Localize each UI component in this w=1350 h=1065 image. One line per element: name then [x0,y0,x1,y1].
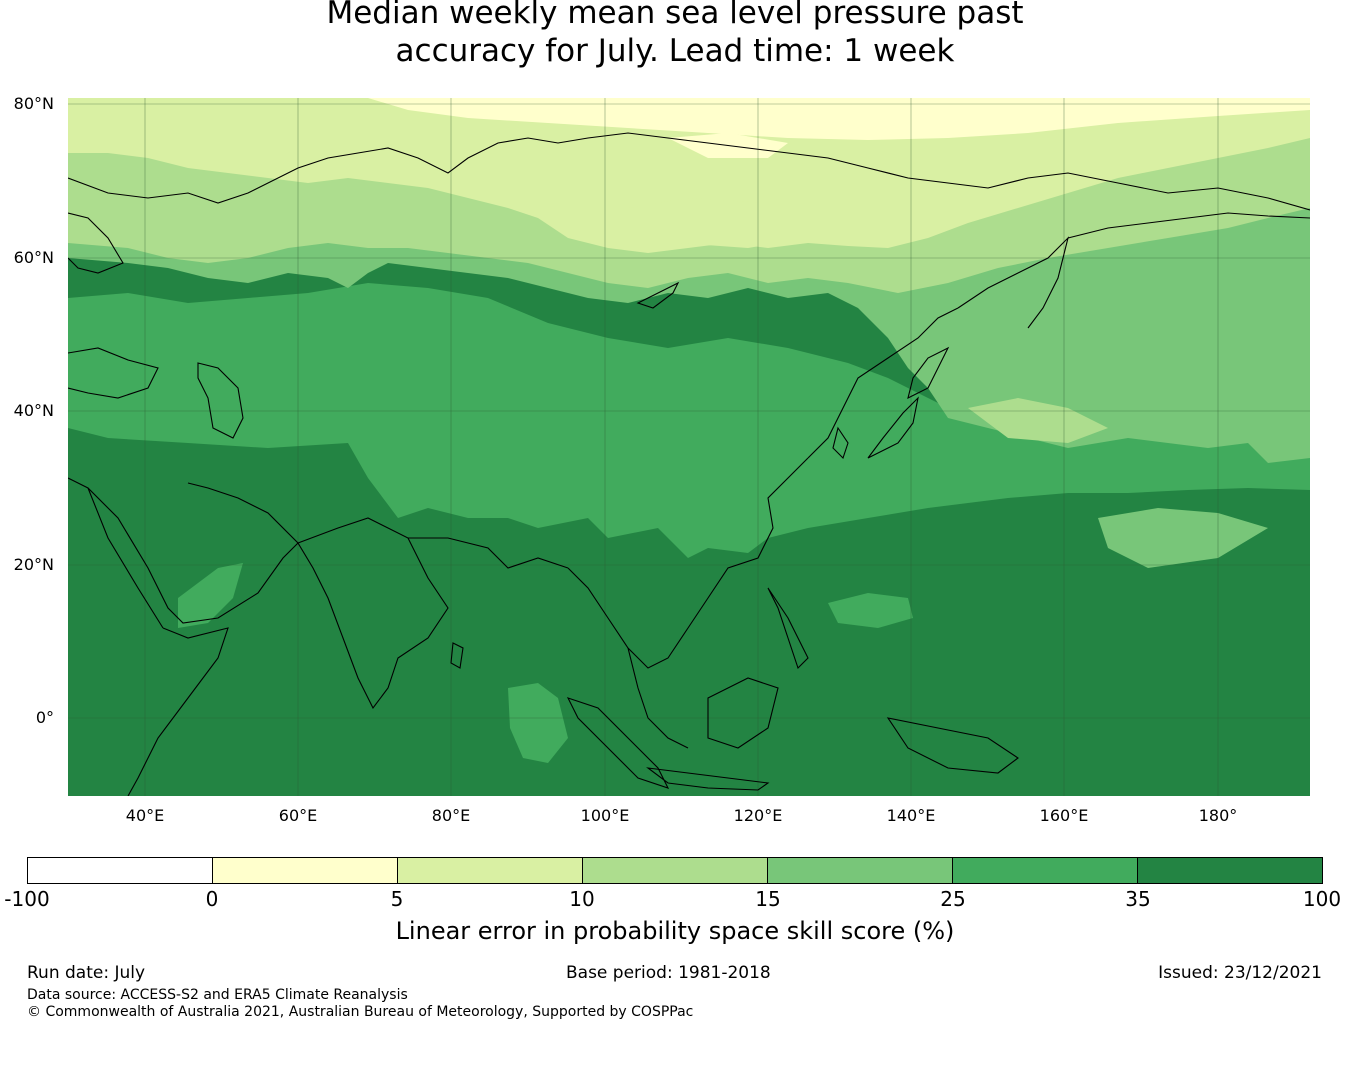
coastlines [68,132,1310,796]
lon-label-60e: 60°E [278,806,318,825]
colorbar-segment [28,858,213,883]
lon-label-180: 180° [1198,806,1238,825]
region-25-35-arabia [178,563,243,628]
colorbar-label: Linear error in probability space skill … [395,917,955,945]
data-source: Data source: ACCESS-S2 and ERA5 Climate … [27,987,408,1003]
run-date: Run date: July [27,963,146,983]
region-25-35 [68,283,1310,558]
colorbar-segment [768,858,953,883]
colorbar-segment [213,858,398,883]
region-5-10 [68,98,1310,253]
region-25-35-south [508,683,568,763]
skill-score-map [68,98,1310,796]
colorbar-tick: 100 [1302,887,1342,911]
region-15-25-pacific [1098,508,1268,568]
lon-label-140e: 140°E [886,806,936,825]
chart-title: Median weekly mean sea level pressure pa… [0,0,1350,70]
colorbar-tick: 25 [940,887,966,911]
lat-label-0: 0° [35,708,54,727]
copyright: © Commonwealth of Australia 2021, Austra… [27,1004,694,1020]
region-5-10-central [628,198,828,248]
title-line-2: accuracy for July. Lead time: 1 week [395,33,955,69]
colorbar-tick: 15 [755,887,781,911]
lon-label-80e: 80°E [431,806,471,825]
lat-label-40n: 40°N [13,401,54,420]
graticule [68,98,1310,796]
lat-label-20n: 20°N [13,555,54,574]
colorbar-tick: 10 [569,887,595,911]
lon-label-100e: 100°E [580,806,630,825]
colorbar-tick: 0 [205,887,219,911]
issued-date: Issued: 23/12/2021 [1158,963,1322,983]
colorbar-tick: 35 [1125,887,1151,911]
lat-label-60n: 60°N [13,248,54,267]
colorbar-tick: 5 [390,887,404,911]
colorbar-tick: -100 [4,887,50,911]
colorbar [27,857,1323,884]
lon-label-40e: 40°E [125,806,165,825]
colorbar-segment [398,858,583,883]
colorbar-segment [1138,858,1322,883]
colorbar-segment [953,858,1138,883]
map-canvas [68,98,1310,796]
region-25-35-sea [828,593,913,628]
lon-label-120e: 120°E [733,806,783,825]
lat-label-80n: 80°N [13,94,54,113]
lon-label-160e: 160°E [1039,806,1089,825]
colorbar-segment [583,858,768,883]
base-period: Base period: 1981-2018 [566,963,771,983]
region-10-15-east [968,398,1108,443]
region-0-5 [368,98,1310,140]
title-line-1: Median weekly mean sea level pressure pa… [326,0,1024,31]
